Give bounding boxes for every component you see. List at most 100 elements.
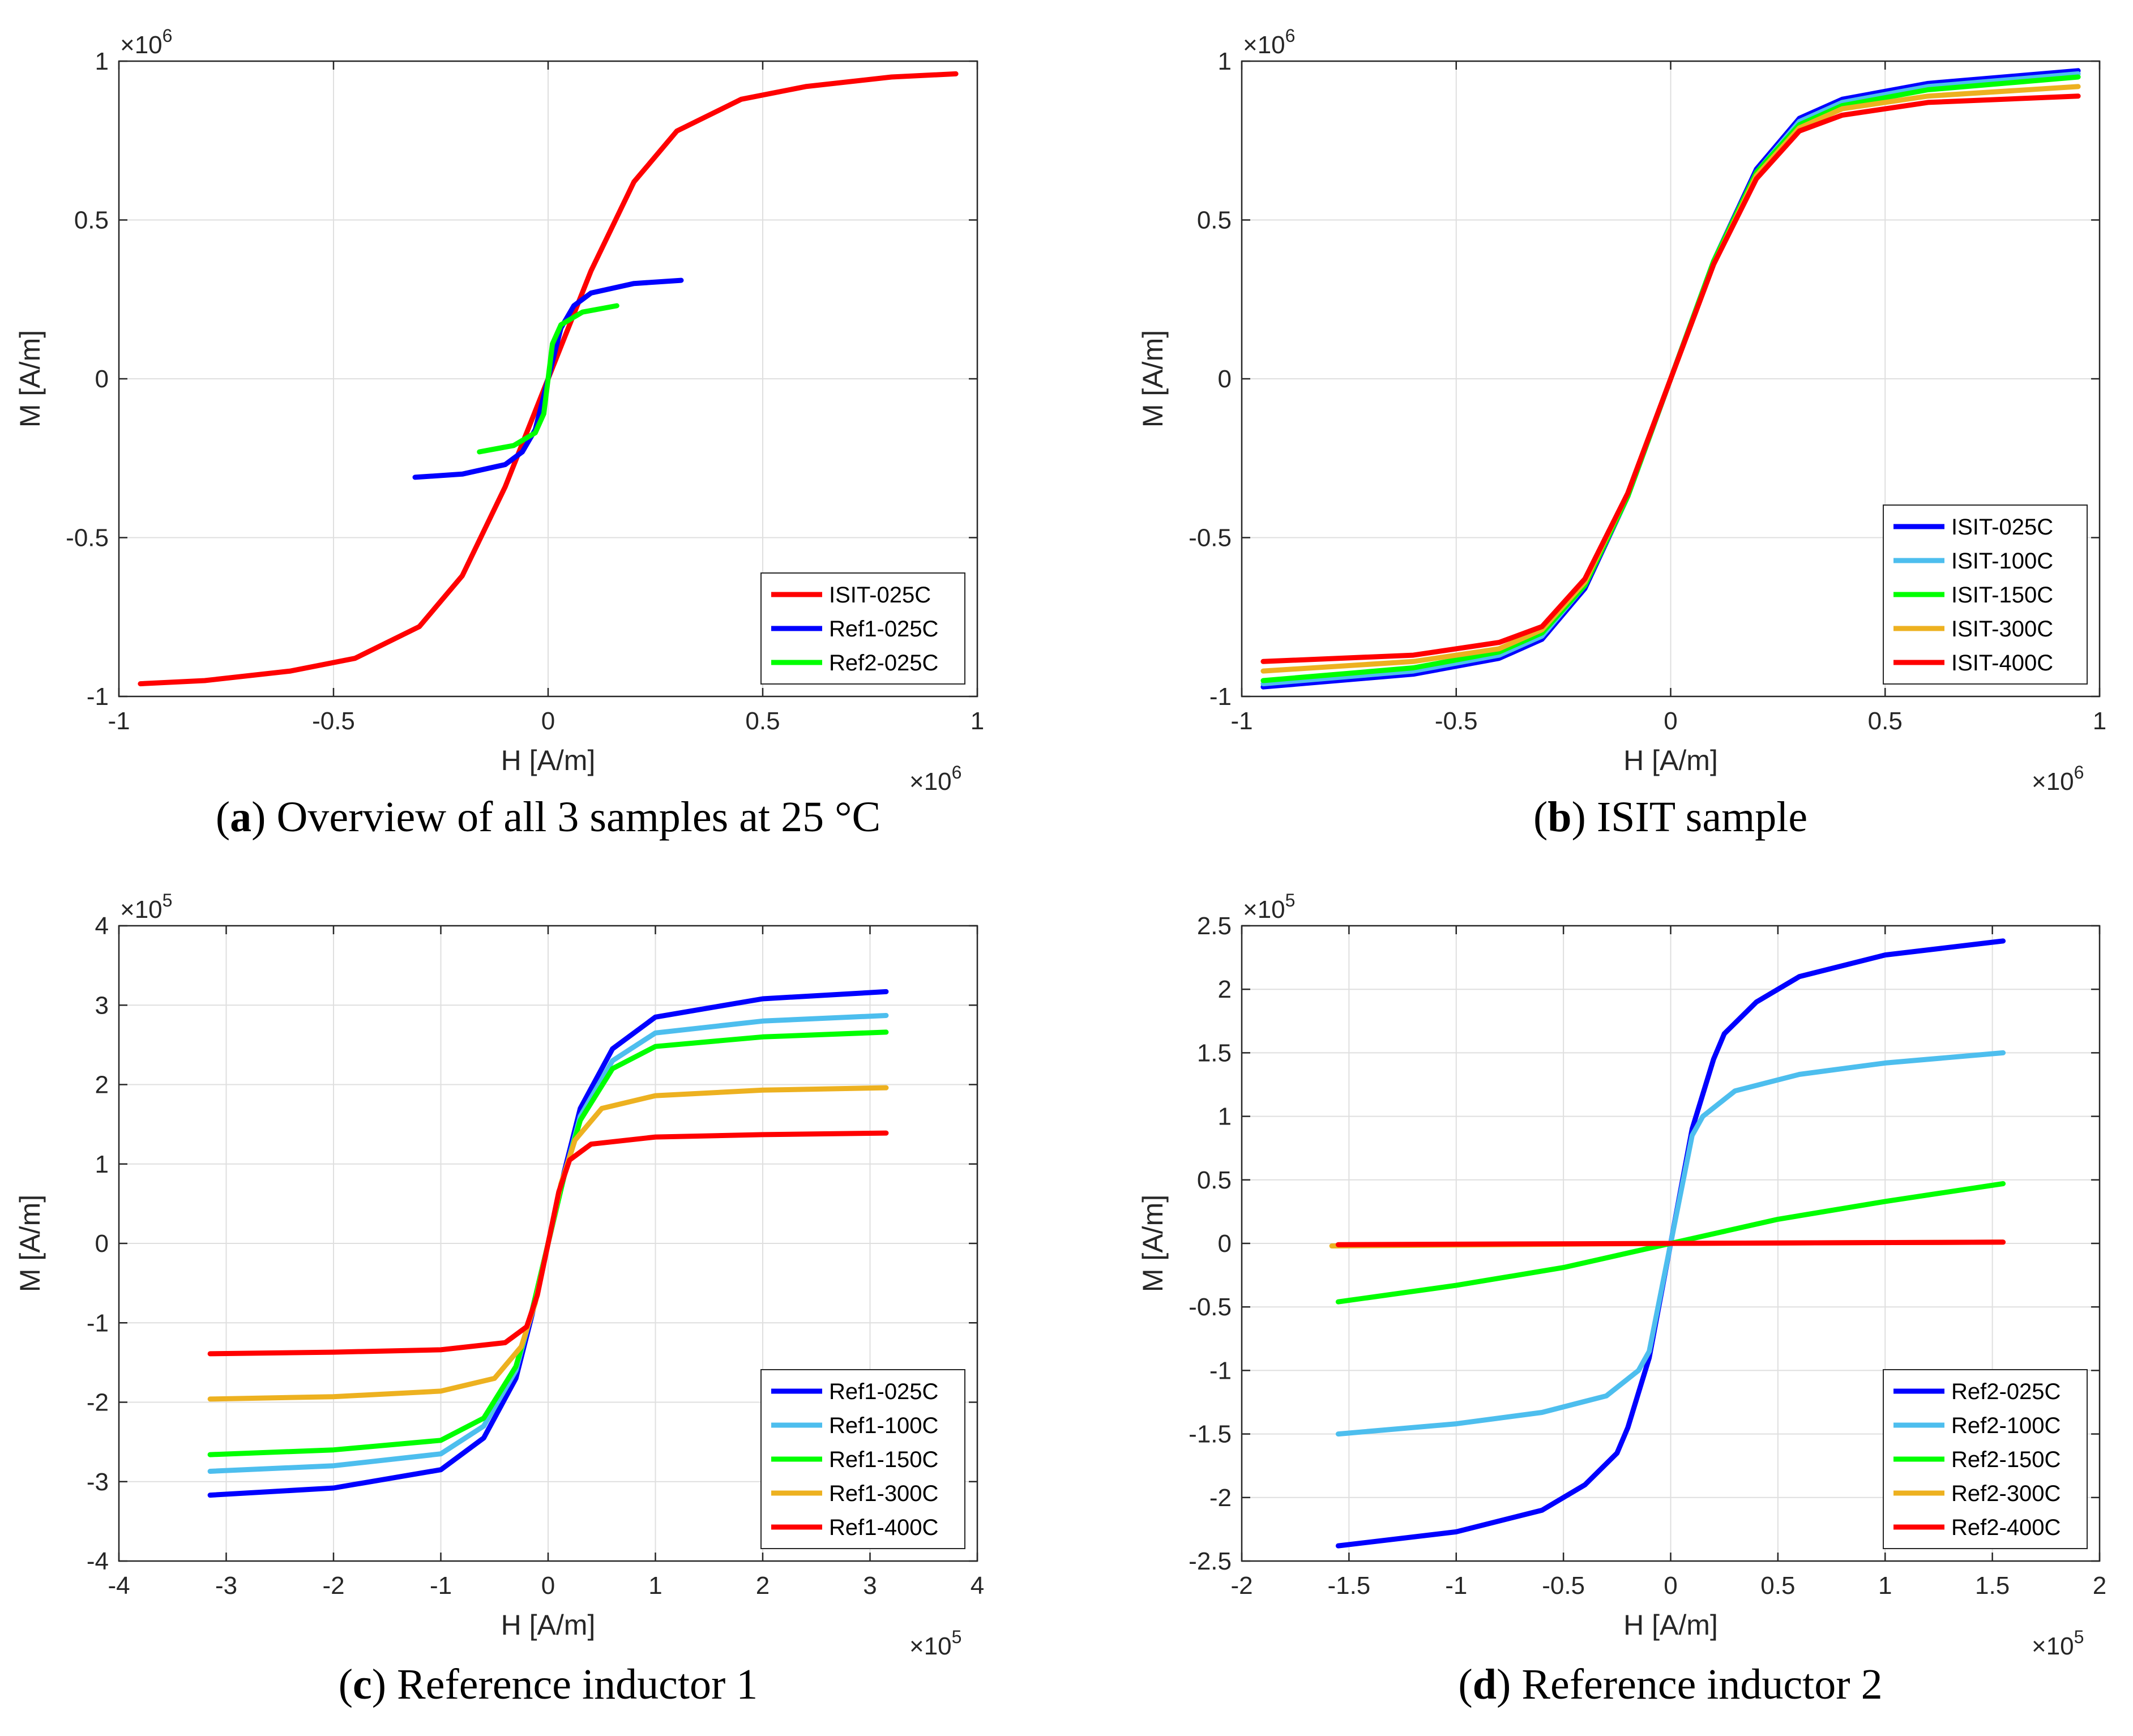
y-tick-label: 0.5 (1197, 207, 1232, 234)
x-tick-label: 0.5 (1868, 707, 1903, 735)
y-tick-label: 2 (95, 1071, 109, 1099)
caption-close-paren: ) (372, 1661, 397, 1708)
y-axis-label: M [A/m] (14, 1195, 46, 1292)
legend-entry: ISIT-400C (1951, 651, 2053, 675)
x-tick-label: -4 (108, 1572, 130, 1600)
y-tick-label: 1.5 (1197, 1039, 1232, 1067)
x-tick-label: 1.5 (1975, 1572, 2010, 1600)
y-tick-label: -2.5 (1189, 1547, 1232, 1575)
y-tick-label: 1 (1218, 48, 1232, 75)
y-tick-label: 2 (1218, 976, 1232, 1003)
series-line-isit-400c (1260, 93, 2081, 664)
x-tick-label: -0.5 (312, 707, 355, 735)
legend-entry: ISIT-300C (1951, 617, 2053, 642)
legend-entry: Ref2-150C (1951, 1447, 2061, 1472)
x-tick-label: 2 (756, 1572, 770, 1600)
x-tick-label: 1 (1878, 1572, 1892, 1600)
caption-text: Reference inductor 1 (397, 1661, 758, 1708)
x-tick-label: 0.5 (745, 707, 780, 735)
y-multiplier-base: ×10 (120, 31, 163, 59)
y-multiplier-base: ×10 (1243, 896, 1285, 923)
y-tick-label: 1 (95, 1151, 109, 1178)
caption-letter: b (1548, 793, 1571, 841)
figure-caption: (d) Reference inductor 2 (1458, 1661, 1882, 1708)
y-tick-label: -2 (1209, 1484, 1232, 1512)
y-tick-label: 0 (95, 1230, 109, 1258)
x-tick-label: -1.5 (1327, 1572, 1370, 1600)
y-multiplier: ×105 (1243, 890, 1295, 923)
caption-letter: d (1473, 1661, 1497, 1708)
x-multiplier-base: ×10 (909, 768, 952, 796)
y-tick-label: -1 (87, 683, 109, 711)
chart-panel-d: -2 -1.5 -1 -0.5 0 0.5 1 1.5 2-2.5-2-1.5-1-0.500.… (1137, 890, 2106, 1708)
x-multiplier-base: ×10 (909, 1632, 952, 1660)
legend-entry: Ref2-100C (1951, 1413, 2061, 1438)
caption-close-paren: ) (251, 793, 276, 841)
legend: ISIT-025C ISIT-100C ISIT-150C ISIT-300C ISIT… (1883, 504, 2088, 685)
y-tick-label: 0 (1218, 1230, 1232, 1258)
x-axis-label: H [A/m] (501, 1609, 596, 1641)
x-tick-label: 1 (2093, 707, 2106, 735)
y-tick-label: -0.5 (1189, 524, 1232, 552)
x-multiplier: ×105 (2032, 1627, 2084, 1660)
y-tick-label: 1 (1218, 1103, 1232, 1131)
y-tick-label: 2.5 (1197, 912, 1232, 940)
x-multiplier-exponent: 5 (952, 1627, 962, 1647)
caption-close-paren: ) (1497, 1661, 1521, 1708)
legend-entry: Ref1-400C (829, 1515, 938, 1540)
chart-panel-a: -1 -0.5 0 0.5 1-1-0.500.51H [A/m]M [A/m]×106… (14, 25, 984, 841)
x-tick-label: -1 (430, 1572, 452, 1600)
legend-entry: Ref2-025C (1951, 1379, 2061, 1404)
y-tick-label: 0 (95, 365, 109, 393)
y-axis-label: M [A/m] (1137, 330, 1169, 427)
x-tick-label: 0 (541, 1572, 555, 1600)
series-line-ref1-400c (207, 1130, 889, 1357)
legend-entry: Ref1-150C (829, 1447, 938, 1472)
y-multiplier-exponent: 6 (163, 25, 173, 46)
x-multiplier-base: ×10 (2032, 768, 2074, 796)
legend: Ref1-025C Ref1-100C Ref1-150C Ref1-300C Ref1… (760, 1369, 965, 1549)
x-multiplier-exponent: 6 (2074, 762, 2084, 783)
x-tick-label: -0.5 (1435, 707, 1478, 735)
x-tick-label: 1 (971, 707, 984, 735)
x-tick-label: -3 (215, 1572, 237, 1600)
x-tick-label: 4 (971, 1572, 984, 1600)
y-tick-label: 4 (95, 912, 109, 940)
x-tick-label: 0.5 (1760, 1572, 1795, 1600)
legend-entry: Ref1-025C (829, 617, 938, 642)
y-multiplier: ×106 (1243, 25, 1295, 59)
x-tick-label: 2 (2093, 1572, 2106, 1600)
y-tick-label: -1.5 (1189, 1421, 1232, 1448)
y-tick-label: -1 (87, 1309, 109, 1337)
y-tick-label: -0.5 (66, 524, 109, 552)
y-multiplier-base: ×10 (1243, 31, 1285, 59)
x-axis-label: H [A/m] (1623, 745, 1718, 776)
series-line-ref2-400c (1335, 1239, 2006, 1247)
x-tick-label: 1 (648, 1572, 662, 1600)
x-multiplier: ×106 (2032, 762, 2084, 796)
caption-text: ISIT sample (1597, 793, 1807, 841)
x-multiplier-exponent: 6 (952, 762, 962, 783)
x-tick-label: 0 (1664, 1572, 1677, 1600)
x-tick-label: -1 (108, 707, 130, 735)
legend-entry: Ref1-300C (829, 1481, 938, 1506)
legend-entry: Ref2-300C (1951, 1481, 2061, 1506)
legend: Ref2-025C Ref2-100C Ref2-150C Ref2-300C Ref2… (1883, 1369, 2088, 1549)
x-multiplier-base: ×10 (2032, 1632, 2074, 1660)
y-multiplier-base: ×10 (120, 896, 163, 923)
legend-entry: Ref1-100C (829, 1413, 938, 1438)
caption-open-paren: ( (216, 793, 230, 841)
caption-text: Reference inductor 2 (1521, 1661, 1882, 1708)
legend-entry: ISIT-150C (1951, 583, 2053, 608)
caption-letter: a (230, 793, 251, 841)
y-tick-label: 0 (1218, 365, 1232, 393)
caption-open-paren: ( (1533, 793, 1548, 841)
caption-close-paren: ) (1572, 793, 1597, 841)
legend-entry: ISIT-100C (1951, 549, 2053, 574)
y-tick-label: 0.5 (74, 207, 109, 234)
chart-panel-b: -1 -0.5 0 0.5 1-1-0.500.51H [A/m]M [A/m]×106… (1137, 25, 2106, 841)
x-tick-label: -1 (1445, 1572, 1467, 1600)
y-multiplier-exponent: 6 (1285, 25, 1296, 46)
y-axis-label: M [A/m] (1137, 1195, 1169, 1292)
